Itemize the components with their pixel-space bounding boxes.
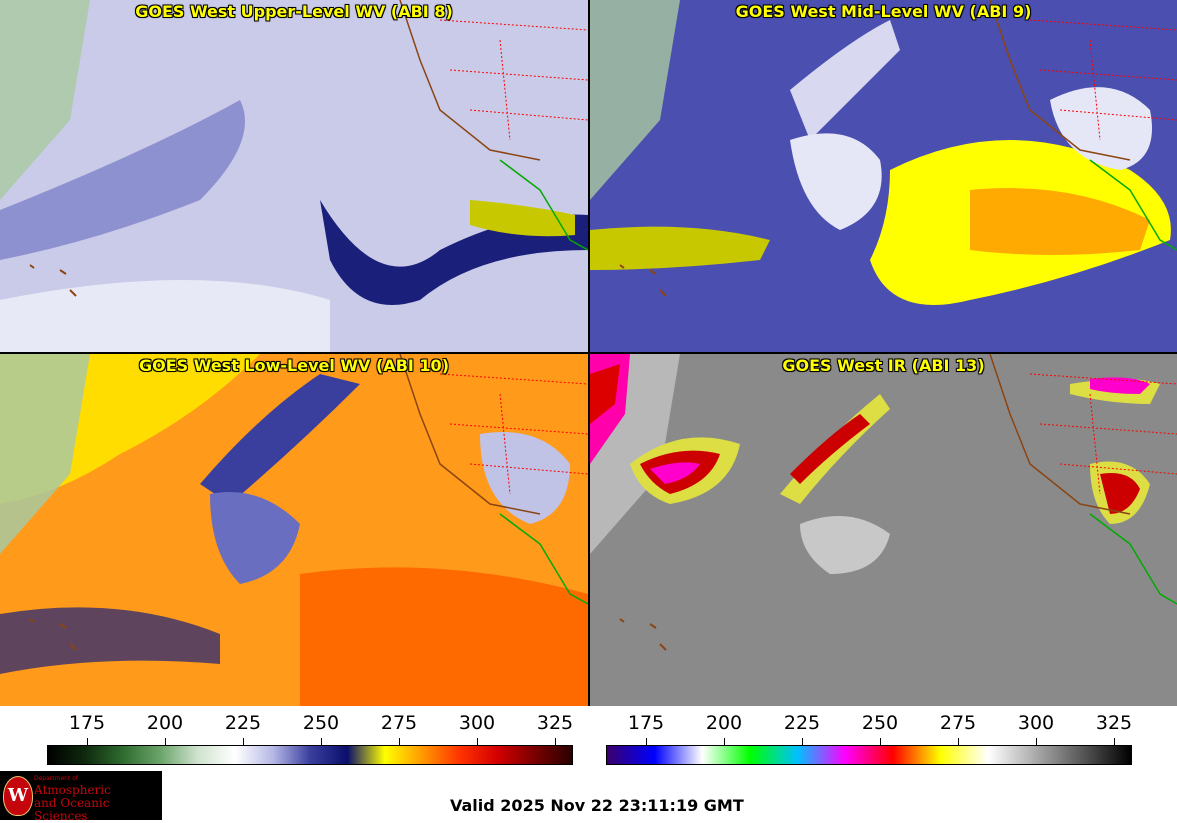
tick-mark (724, 738, 725, 745)
tick-mark (87, 738, 88, 745)
colorbar-ir (606, 745, 1132, 765)
panel-upper-level-wv: GOES West Upper-Level WV (ABI 8) (0, 0, 588, 352)
mid-wv-image (590, 0, 1177, 352)
colorbar-wv-ticks: 175 200 225 250 275 300 325 (47, 712, 574, 762)
tick-label: 300 (1017, 712, 1055, 734)
tick-mark (555, 738, 556, 745)
tick-label: 325 (1095, 712, 1133, 734)
tick-label: 250 (302, 712, 340, 734)
tick-label: 200 (146, 712, 184, 734)
uw-seal-icon: W (3, 776, 33, 816)
tick-label: 325 (536, 712, 574, 734)
tick-mark (399, 738, 400, 745)
panel-title: GOES West Upper-Level WV (ABI 8) (135, 2, 453, 21)
tick-mark (646, 738, 647, 745)
horizontal-divider (0, 352, 1177, 354)
tick-mark (880, 738, 881, 745)
tick-mark (477, 738, 478, 745)
panel-title: GOES West IR (ABI 13) (782, 356, 985, 375)
panel-ir: GOES West IR (ABI 13) (590, 354, 1177, 706)
aos-logo: W Department of Atmospheric and Oceanic … (0, 771, 162, 823)
tick-label: 200 (705, 712, 743, 734)
panel-title: GOES West Low-Level WV (ABI 10) (138, 356, 449, 375)
tick-mark (802, 738, 803, 745)
logo-dept-small: Department of (34, 775, 78, 782)
colorbar-wv (47, 745, 573, 765)
tick-label: 175 (627, 712, 665, 734)
tick-mark (165, 738, 166, 745)
panel-title: GOES West Mid-Level WV (ABI 9) (735, 2, 1032, 21)
tick-label: 275 (939, 712, 977, 734)
tick-mark (321, 738, 322, 745)
logo-line-3: and Oceanic Sciences (34, 796, 110, 823)
tick-mark (958, 738, 959, 745)
upper-wv-image (0, 0, 588, 352)
panel-low-level-wv: GOES West Low-Level WV (ABI 10) (0, 354, 588, 706)
tick-mark (243, 738, 244, 745)
tick-label: 225 (783, 712, 821, 734)
logo-line-2: Atmospheric (34, 783, 111, 797)
panel-mid-level-wv: GOES West Mid-Level WV (ABI 9) (590, 0, 1177, 352)
tick-mark (1036, 738, 1037, 745)
tick-label: 300 (458, 712, 496, 734)
logo-dept-name: Atmospheric and Oceanic Sciences (34, 784, 162, 823)
ir-image (590, 354, 1177, 706)
low-wv-image (0, 354, 588, 706)
tick-label: 275 (380, 712, 418, 734)
valid-time: Valid 2025 Nov 22 23:11:19 GMT (450, 796, 744, 815)
colorbar-ir-ticks: 175 200 225 250 275 300 325 (606, 712, 1133, 762)
tick-label: 250 (861, 712, 899, 734)
tick-label: 175 (68, 712, 106, 734)
tick-mark (1114, 738, 1115, 745)
tick-label: 225 (224, 712, 262, 734)
